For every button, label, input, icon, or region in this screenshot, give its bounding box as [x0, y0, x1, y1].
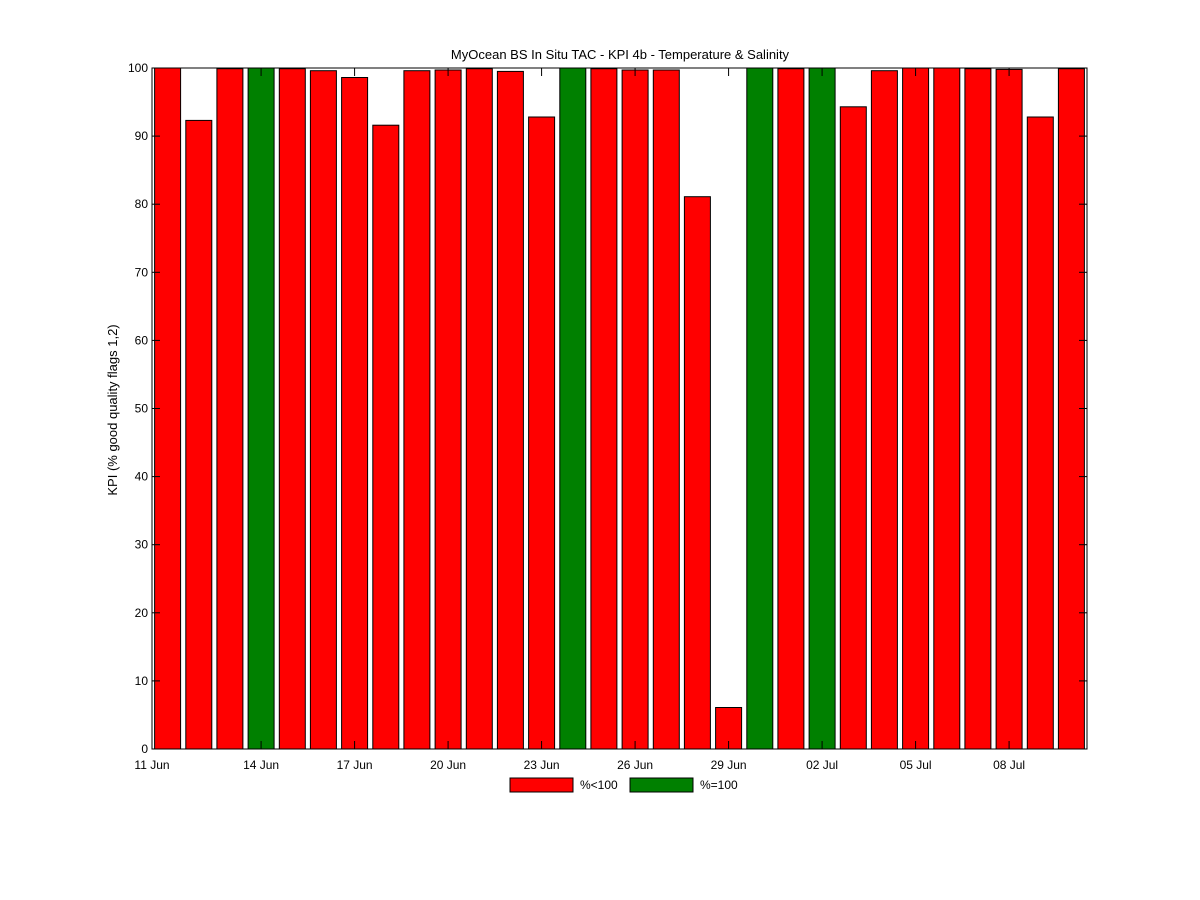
y-tick-label: 80 — [135, 197, 149, 211]
y-tick-label: 70 — [135, 265, 149, 279]
bar-24-jun — [559, 67, 587, 750]
x-axis-ticks: 11 Jun 14 Jun 17 Jun 20 Jun 23 Jun 26 Jun 29 J… — [134, 68, 1025, 772]
bar-08-jul — [995, 68, 1023, 750]
legend-swatch-eq100 — [629, 777, 694, 793]
bar-17-jun — [341, 77, 369, 750]
y-tick-label: 30 — [135, 538, 149, 552]
bar-13-jun — [216, 68, 244, 750]
y-tick-label: 50 — [135, 402, 149, 416]
y-axis-ticks: 0 10 20 30 40 50 60 70 80 90 100 — [128, 61, 1087, 756]
x-tick-label: 23 Jun — [524, 758, 560, 772]
x-tick-label: 26 Jun — [617, 758, 653, 772]
x-tick-label: 14 Jun — [243, 758, 279, 772]
bar-03-jul — [839, 106, 867, 750]
x-tick-label: 05 Jul — [900, 758, 932, 772]
bar-23-jun — [528, 116, 556, 750]
y-tick-label: 60 — [135, 333, 149, 347]
bar-20-jun — [434, 69, 462, 750]
x-tick-label: 29 Jun — [711, 758, 747, 772]
y-tick-label: 100 — [128, 61, 148, 75]
legend: %<100 %=100 — [509, 777, 738, 793]
x-tick-label: 17 Jun — [337, 758, 373, 772]
bar-19-jun — [403, 70, 431, 750]
y-tick-label: 0 — [141, 742, 148, 756]
bar-15-jun — [278, 68, 306, 750]
bar-02-jul — [808, 67, 836, 750]
y-tick-label: 10 — [135, 674, 149, 688]
y-axis-label: KPI (% good quality flags 1,2) — [105, 324, 120, 495]
x-tick-label: 08 Jul — [993, 758, 1025, 772]
bar-16-jun — [309, 70, 337, 750]
y-tick-label: 40 — [135, 470, 149, 484]
x-tick-label: 02 Jul — [806, 758, 838, 772]
y-tick-label: 90 — [135, 129, 149, 143]
bar-06-jul — [933, 67, 961, 750]
bar-01-jul — [777, 68, 805, 750]
legend-swatch-lt100 — [509, 777, 574, 793]
bar-27-jun — [652, 69, 680, 750]
x-tick-label: 20 Jun — [430, 758, 466, 772]
y-tick-label: 20 — [135, 606, 149, 620]
bar-22-jun — [496, 70, 524, 750]
bars-group — [154, 67, 1085, 750]
bar-09-jul — [1026, 116, 1054, 750]
bar-25-jun — [590, 68, 618, 750]
bar-05-jul — [902, 67, 930, 750]
chart-title: MyOcean BS In Situ TAC - KPI 4b - Temper… — [451, 47, 790, 62]
bar-30-jun — [746, 67, 774, 750]
bar-26-jun — [621, 69, 649, 750]
legend-label-lt100: %<100 — [580, 778, 618, 792]
x-tick-label: 11 Jun — [134, 758, 169, 772]
bar-18-jun — [372, 124, 400, 750]
bar-14-jun — [247, 67, 275, 750]
legend-label-eq100: %=100 — [700, 778, 738, 792]
bar-07-jul — [964, 68, 992, 750]
bar-12-jun — [185, 119, 213, 750]
bar-28-jun — [683, 196, 711, 750]
bar-21-jun — [465, 68, 493, 750]
bar-04-jul — [870, 70, 898, 750]
